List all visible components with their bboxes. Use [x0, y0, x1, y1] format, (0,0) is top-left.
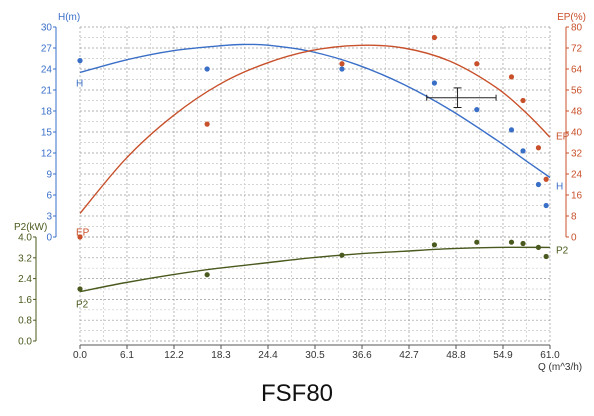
h-data-point — [543, 202, 549, 209]
ep-axis-tick-label: 64 — [571, 65, 583, 76]
p2-data-point — [520, 240, 526, 247]
h-axis-tick-label: 15 — [41, 128, 53, 139]
ep-axis-tick-label: 24 — [571, 170, 583, 181]
p2-curve — [79, 246, 551, 293]
h-data-point — [339, 66, 345, 72]
ep-data-point — [543, 176, 549, 182]
chart-axes: 0 3 6 9 12 15 18 21 24 27 30 H(m) 0 8 16 24 32 40 48 56 64 72… — [14, 12, 586, 373]
ep-data-point — [535, 145, 542, 151]
h-axis-tick-label: 24 — [41, 65, 53, 76]
h-start-label: H — [76, 79, 83, 90]
p2-data-point — [204, 272, 210, 278]
p2-axis-title: P2(kW) — [14, 222, 47, 233]
ep-data-point — [77, 234, 83, 240]
h-data-point — [508, 127, 515, 133]
chart-curves — [79, 43, 551, 293]
p2-axis-tick-label: 0.0 — [18, 337, 32, 348]
x-axis-title: Q (m^3/h) — [538, 362, 582, 373]
h-axis-tick-label: 0 — [46, 233, 52, 244]
p2-data-point — [474, 239, 480, 245]
ep-axis-tick-label: 40 — [571, 128, 583, 139]
ep-axis-tick-label: 16 — [571, 191, 583, 202]
h-axis-tick-label: 18 — [41, 107, 53, 118]
p2-data-point — [77, 286, 83, 292]
x-axis-tick-label: 6.1 — [120, 350, 134, 361]
ep-axis-tick-label: 48 — [571, 107, 583, 118]
h-axis-tick-label: 27 — [41, 44, 53, 55]
p2-data-point — [543, 253, 549, 260]
p2-axis-tick-label: 3.2 — [18, 253, 32, 264]
x-axis-tick-label: 0.0 — [73, 350, 87, 361]
p2-data-point — [535, 244, 542, 250]
p2-axis-tick-label: 0.8 — [18, 316, 32, 327]
h-axis-tick-label: 21 — [41, 86, 53, 97]
operating-point-marker — [426, 87, 497, 108]
h-axis-tick-label: 9 — [46, 170, 52, 181]
h-curve — [79, 43, 551, 179]
h-end-label: H — [556, 182, 563, 193]
ep-axis-tick-label: 72 — [571, 44, 583, 55]
x-axis-tick-label: 61.0 — [540, 350, 560, 361]
p2-end-label: P2 — [556, 245, 569, 256]
p2-start-label: P2 — [76, 300, 89, 311]
chart-labels: H H EP EP P2 P2 — [76, 79, 570, 311]
h-data-point — [474, 107, 480, 113]
p2-data-point — [431, 242, 438, 248]
h-axis-tick-label: 12 — [41, 149, 53, 160]
h-axis-tick-label: 30 — [41, 23, 53, 34]
h-axis-tick-label: 6 — [46, 191, 52, 202]
h-data-point — [431, 80, 438, 86]
h-axis-tick-label: 3 — [46, 212, 52, 223]
h-data-point — [204, 66, 210, 72]
ep-data-point — [339, 61, 345, 67]
x-axis-tick-label: 48.8 — [446, 350, 466, 361]
ep-data-point — [508, 74, 515, 80]
chart-points — [77, 34, 549, 292]
h-data-point — [535, 181, 542, 188]
x-axis-tick-label: 18.3 — [211, 350, 231, 361]
x-axis-tick-label: 24.4 — [258, 350, 278, 361]
x-axis-tick-label: 12.2 — [164, 350, 184, 361]
p2-axis-tick-label: 1.6 — [18, 295, 32, 306]
h-data-point — [77, 58, 83, 64]
ep-start-label: EP — [76, 227, 90, 238]
ep-data-point — [474, 61, 480, 67]
ep-axis-tick-label: 0 — [571, 233, 577, 244]
ep-axis-tick-label: 80 — [571, 23, 583, 34]
x-axis-tick-label: 42.7 — [399, 350, 419, 361]
ep-axis-tick-label: 8 — [571, 212, 577, 223]
p2-data-point — [339, 252, 345, 258]
ep-axis-tick-label: 56 — [571, 86, 583, 97]
ep-data-point — [204, 121, 210, 127]
x-axis-tick-label: 36.6 — [352, 350, 372, 361]
p2-axis-tick-label: 4.0 — [18, 233, 32, 244]
ep-axis-title: EP(%) — [557, 12, 586, 23]
x-axis-tick-label: 54.9 — [493, 350, 513, 361]
h-data-point — [520, 148, 526, 154]
chart-caption: FSF80 — [260, 380, 334, 407]
x-axis-tick-label: 30.5 — [305, 350, 325, 361]
h-axis-title: H(m) — [58, 12, 80, 23]
ep-data-point — [431, 34, 438, 41]
ep-data-point — [520, 97, 526, 104]
p2-axis-tick-label: 2.4 — [18, 274, 32, 285]
p2-data-point — [508, 239, 515, 245]
ep-curve — [79, 44, 551, 214]
ep-axis-tick-label: 32 — [571, 149, 583, 160]
chart-grid — [79, 26, 551, 342]
ep-end-label: EP — [556, 131, 570, 142]
